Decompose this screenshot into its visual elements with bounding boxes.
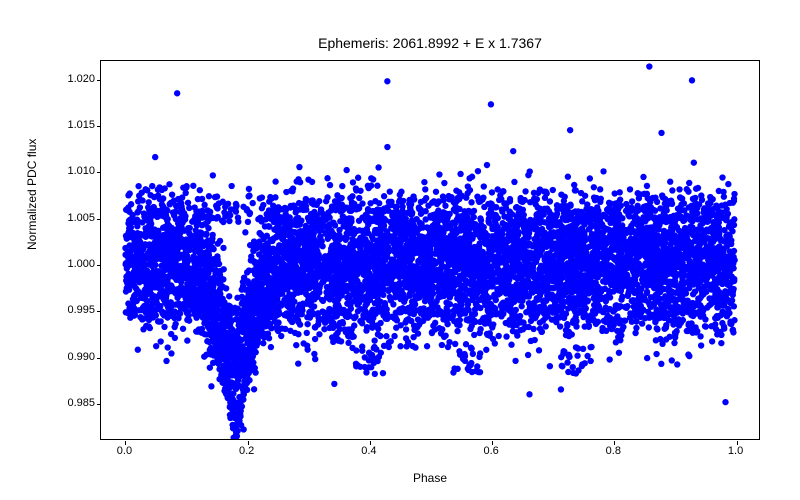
x-tick-label: 0.8 bbox=[606, 445, 621, 457]
y-tick-label: 1.020 bbox=[45, 73, 95, 85]
y-tick-label: 1.010 bbox=[45, 165, 95, 177]
plot-area bbox=[100, 60, 760, 440]
x-axis-label: Phase bbox=[100, 471, 760, 485]
y-tick-label: 0.985 bbox=[45, 397, 95, 409]
chart-title: Ephemeris: 2061.8992 + E x 1.7367 bbox=[100, 35, 760, 51]
y-tick-label: 0.990 bbox=[45, 351, 95, 363]
y-tick-label: 0.995 bbox=[45, 304, 95, 316]
y-tick-mark bbox=[97, 219, 101, 220]
y-tick-mark bbox=[97, 358, 101, 359]
x-tick-label: 0.0 bbox=[117, 445, 132, 457]
y-axis-label: Normalized PDC flux bbox=[25, 139, 39, 250]
y-tick-mark bbox=[97, 311, 101, 312]
y-tick-mark bbox=[97, 172, 101, 173]
y-tick-mark bbox=[97, 265, 101, 266]
y-tick-mark bbox=[97, 126, 101, 127]
x-tick-label: 0.2 bbox=[239, 445, 254, 457]
x-tick-label: 0.6 bbox=[483, 445, 498, 457]
y-tick-label: 1.005 bbox=[45, 212, 95, 224]
x-tick-label: 0.4 bbox=[361, 445, 376, 457]
y-tick-label: 1.015 bbox=[45, 119, 95, 131]
y-tick-mark bbox=[97, 80, 101, 81]
scatter-plot bbox=[101, 61, 759, 439]
y-tick-label: 1.000 bbox=[45, 258, 95, 270]
y-tick-mark bbox=[97, 404, 101, 405]
x-tick-label: 1.0 bbox=[728, 445, 743, 457]
